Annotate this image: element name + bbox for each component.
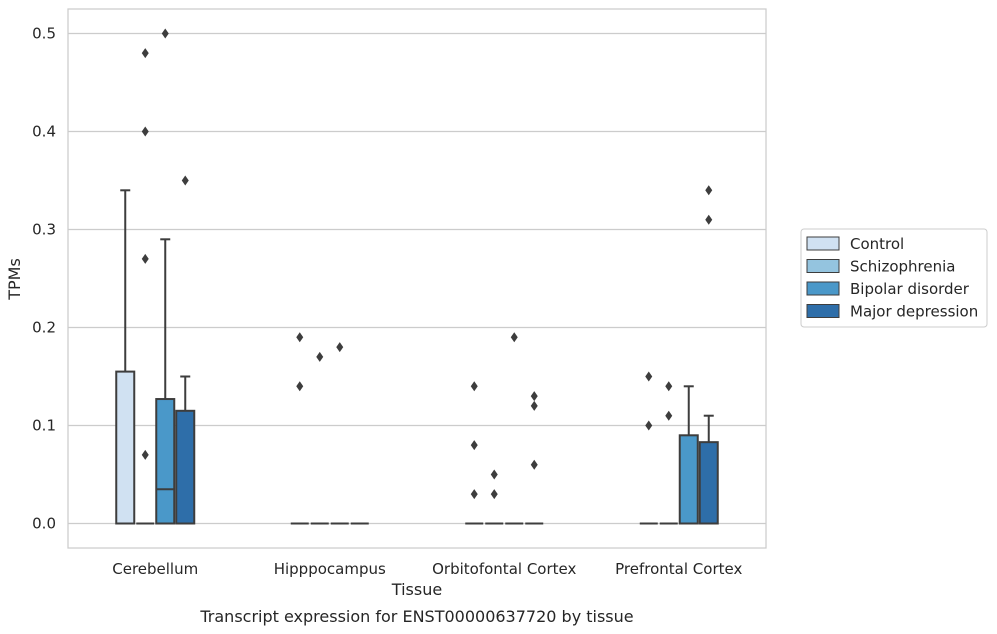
box	[115, 370, 136, 525]
box-group	[155, 28, 176, 525]
y-tick-label: 0.3	[32, 221, 56, 239]
legend-label: Schizophrenia	[850, 258, 955, 276]
outlier-point	[470, 381, 478, 392]
y-tick-label: 0.1	[32, 417, 56, 435]
outlier-point	[296, 332, 304, 343]
box	[175, 409, 196, 525]
outlier-point	[336, 342, 344, 353]
x-tick-label: Prefrontal Cortex	[615, 560, 742, 578]
outlier-point	[181, 175, 189, 186]
outlier-point	[530, 400, 538, 411]
legend: Control Schizophrenia Bipolar disorder Majo…	[800, 228, 988, 328]
y-tick-label: 0.2	[32, 319, 56, 337]
outlier-point	[665, 381, 673, 392]
box-group	[136, 48, 155, 525]
outlier-point	[510, 332, 518, 343]
outlier-point	[316, 351, 324, 362]
legend-swatch	[806, 281, 840, 296]
outlier-point	[141, 126, 149, 137]
box-group	[310, 351, 329, 525]
box-group	[678, 385, 699, 525]
plot-frame	[67, 8, 767, 549]
outlier-point	[141, 48, 149, 59]
box-group	[465, 381, 484, 525]
chart-caption: Transcript expression for ENST0000063772…	[199, 607, 633, 626]
legend-swatch	[806, 236, 840, 251]
box-group	[659, 381, 678, 525]
box-group	[525, 391, 544, 525]
outlier-point	[530, 391, 538, 402]
outlier-point	[161, 28, 169, 39]
outlier-point	[490, 469, 498, 480]
outlier-point	[470, 440, 478, 451]
box-group	[115, 189, 136, 525]
box	[698, 441, 719, 525]
x-tick-labels: Cerebellum Hipppocampus Orbitofontal Corte…	[112, 560, 742, 578]
x-tick-label: Hipppocampus	[274, 560, 386, 578]
y-tick-label: 0.5	[32, 25, 56, 43]
box-group	[330, 342, 349, 525]
y-tick-labels: 0.0 0.1 0.2 0.3 0.4 0.5	[32, 25, 56, 533]
outlier-point	[470, 489, 478, 500]
outlier-point	[141, 253, 149, 264]
legend-frame	[800, 228, 988, 328]
outlier-point	[296, 381, 304, 392]
legend-swatch	[806, 304, 840, 318]
legend-label: Bipolar disorder	[850, 280, 970, 298]
x-tick-label: Cerebellum	[112, 560, 198, 578]
box-group	[505, 332, 524, 525]
outlier-point	[705, 185, 713, 196]
box-group	[290, 332, 309, 525]
legend-label: Control	[850, 235, 904, 253]
outlier-point	[665, 410, 673, 421]
outlier-point	[645, 420, 653, 431]
y-tick-label: 0.4	[32, 123, 56, 141]
box-group	[639, 371, 658, 525]
legend-label: Major depression	[850, 303, 978, 321]
y-tick-label: 0.0	[32, 515, 56, 533]
outlier-point	[705, 214, 713, 225]
x-tick-label: Orbitofontal Cortex	[432, 560, 576, 578]
box-group	[175, 175, 196, 525]
box	[678, 434, 699, 525]
box-group	[485, 469, 504, 525]
box-group	[698, 185, 719, 525]
boxplot-marks	[115, 28, 719, 525]
x-axis-label: Tissue	[391, 580, 442, 599]
outlier-point	[490, 489, 498, 500]
outlier-point	[141, 449, 149, 460]
legend-swatch	[806, 259, 840, 273]
y-axis-label: TPMs	[5, 258, 24, 301]
box	[155, 398, 176, 525]
outlier-point	[530, 459, 538, 470]
outlier-point	[645, 371, 653, 382]
